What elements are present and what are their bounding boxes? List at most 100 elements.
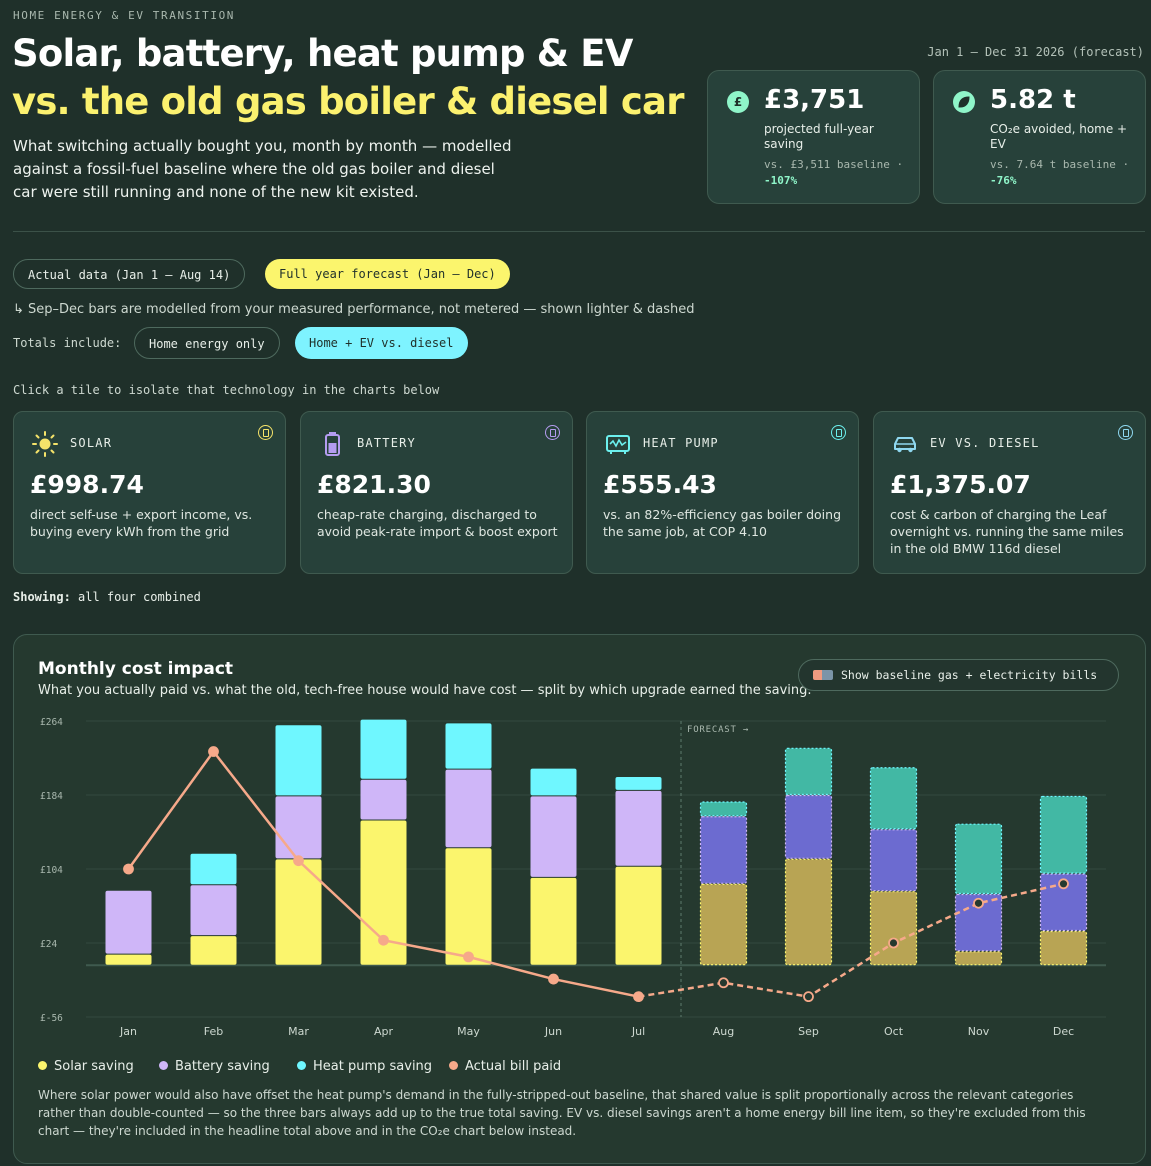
page-subtitle: What switching actually bought you, mont…	[13, 137, 512, 201]
legend-heat-pump: Heat pump saving	[297, 1059, 432, 1074]
x-tick-label: Oct	[884, 1025, 904, 1038]
x-tick-label: Nov	[968, 1025, 990, 1038]
tile-battery[interactable]: BATTERY £821.30 cheap-rate charging, dis…	[300, 411, 573, 574]
actual-bill-point	[208, 746, 219, 757]
info-icon[interactable]	[1118, 425, 1133, 440]
x-tick-label: Apr	[374, 1025, 394, 1038]
page-title-line-2: vs. the old gas boiler & diesel car	[12, 80, 684, 123]
info-icon[interactable]	[831, 425, 846, 440]
car-icon	[894, 437, 916, 453]
totals-label: Totals include:	[13, 336, 122, 350]
monthly-cost-chart: £264 £184 £104 £24 £-56 FORECAST → Jan Feb Mar Ap…	[40, 717, 1106, 1038]
legend-label: Solar saving	[54, 1059, 134, 1074]
battery-bar	[105, 890, 152, 954]
heat-pump-bar	[275, 725, 322, 796]
battery-bar	[784, 794, 833, 859]
heat-pump-bar	[1039, 795, 1088, 874]
x-tick-label: Jan	[119, 1025, 137, 1038]
stat-label: projected full-year saving	[764, 122, 874, 151]
y-tick-label: £264	[40, 717, 63, 728]
info-icon[interactable]	[258, 425, 273, 440]
actual-bill-point	[123, 863, 134, 875]
y-tick-label: £-56	[40, 1013, 63, 1024]
pound-icon: £	[727, 91, 749, 113]
x-tick-label: Mar	[288, 1025, 309, 1038]
tile-name: HEAT PUMP	[643, 436, 719, 450]
heat-pump-bar	[445, 723, 492, 769]
chart-footnote: Where solar power would also have offset…	[38, 1088, 1086, 1138]
solar-bar	[784, 858, 833, 966]
heat-pump-bar	[190, 853, 237, 885]
solar-bar	[530, 877, 577, 965]
battery-bar	[1039, 873, 1088, 932]
sun-icon	[32, 431, 58, 457]
tiles-hint: Click a tile to isolate that technology …	[13, 383, 440, 397]
x-tick-label: Feb	[204, 1025, 223, 1038]
legend-actual-bill: Actual bill paid	[449, 1059, 561, 1074]
page-title-line-1: Solar, battery, heat pump & EV	[12, 32, 633, 75]
solar-bar	[869, 891, 918, 966]
legend-label: Actual bill paid	[465, 1059, 562, 1074]
y-tick-label: £104	[40, 865, 63, 876]
stat-change: -107%	[764, 174, 798, 187]
battery-bar	[275, 796, 322, 859]
stat-change: -76%	[990, 174, 1017, 187]
legend-label: Battery saving	[175, 1059, 270, 1074]
actual-data-toggle[interactable]: Actual data (Jan 1 – Aug 14)	[13, 259, 246, 289]
solar-bar	[105, 954, 152, 965]
tile-value: £998.74	[30, 470, 144, 499]
solar-bar	[445, 848, 492, 965]
legend-battery: Battery saving	[159, 1059, 270, 1074]
heat-pump-bar	[954, 823, 1003, 895]
home-only-toggle[interactable]: Home energy only	[134, 327, 280, 359]
info-icon[interactable]	[545, 425, 560, 440]
x-tick-label: May	[457, 1025, 480, 1038]
heat-pump-bar	[869, 767, 918, 830]
showing-status: Showing: all four combined	[13, 590, 201, 604]
battery-icon	[325, 432, 340, 456]
x-tick-label: Dec	[1053, 1025, 1074, 1038]
stat-card-saving: £ £3,751 projected full-year saving vs. …	[707, 70, 920, 204]
stat-value: 5.82 t	[990, 85, 1076, 115]
x-tick-label: Jul	[631, 1025, 645, 1038]
battery-bar	[360, 779, 407, 820]
solar-bar	[615, 866, 662, 965]
heat-pump-icon	[606, 435, 630, 454]
home-ev-toggle[interactable]: Home + EV vs. diesel	[295, 327, 468, 359]
solar-bar	[954, 951, 1003, 966]
legend-dot	[449, 1061, 458, 1070]
tile-value: £555.43	[603, 470, 717, 499]
actual-bill-forecast-line	[638, 882, 1064, 998]
battery-bar	[869, 829, 918, 892]
tile-heat-pump[interactable]: HEAT PUMP £555.43 vs. an 82%-efficiency …	[586, 411, 859, 574]
tile-description: cheap-rate charging, discharged to avoid…	[317, 507, 558, 539]
x-tick-label: Sep	[798, 1025, 819, 1038]
battery-bar	[190, 885, 237, 936]
actual-bill-point	[463, 951, 474, 963]
tile-ev-vs-diesel[interactable]: EV VS. DIESEL £1,375.07 cost & carbon of…	[873, 411, 1146, 574]
stat-value: £3,751	[764, 85, 865, 115]
tile-description: cost & carbon of charging the Leaf overn…	[890, 507, 1124, 556]
x-tick-label: Jun	[544, 1025, 562, 1038]
x-tick-label: Aug	[713, 1025, 734, 1038]
baseline-button-label: Show baseline gas + electricity bills	[841, 668, 1098, 682]
actual-bill-point	[548, 973, 559, 985]
legend-dot	[38, 1061, 47, 1070]
tile-solar[interactable]: SOLAR £998.74 direct self-use + export i…	[13, 411, 286, 574]
kicker: HOME ENERGY & EV TRANSITION	[13, 9, 236, 22]
date-range: Jan 1 – Dec 31 2026 (forecast)	[927, 45, 1144, 59]
leaf-icon	[953, 91, 975, 113]
heat-pump-bar	[615, 777, 662, 790]
tile-name: EV VS. DIESEL	[930, 436, 1040, 450]
forecast-toggle[interactable]: Full year forecast (Jan – Dec)	[265, 259, 510, 289]
y-tick-label: £184	[40, 791, 63, 802]
baseline-bills-button[interactable]: Show baseline gas + electricity bills	[798, 659, 1119, 691]
stat-label: CO₂e avoided, home + EV	[990, 122, 1128, 151]
actual-bill-point	[293, 855, 304, 867]
chart-title: Monthly cost impact	[38, 659, 234, 679]
tile-value: £1,375.07	[890, 470, 1031, 499]
showing-label: Showing:	[13, 590, 71, 604]
solar-bar	[190, 936, 237, 965]
solar-bar	[1039, 930, 1088, 966]
tile-name: SOLAR	[70, 436, 113, 450]
